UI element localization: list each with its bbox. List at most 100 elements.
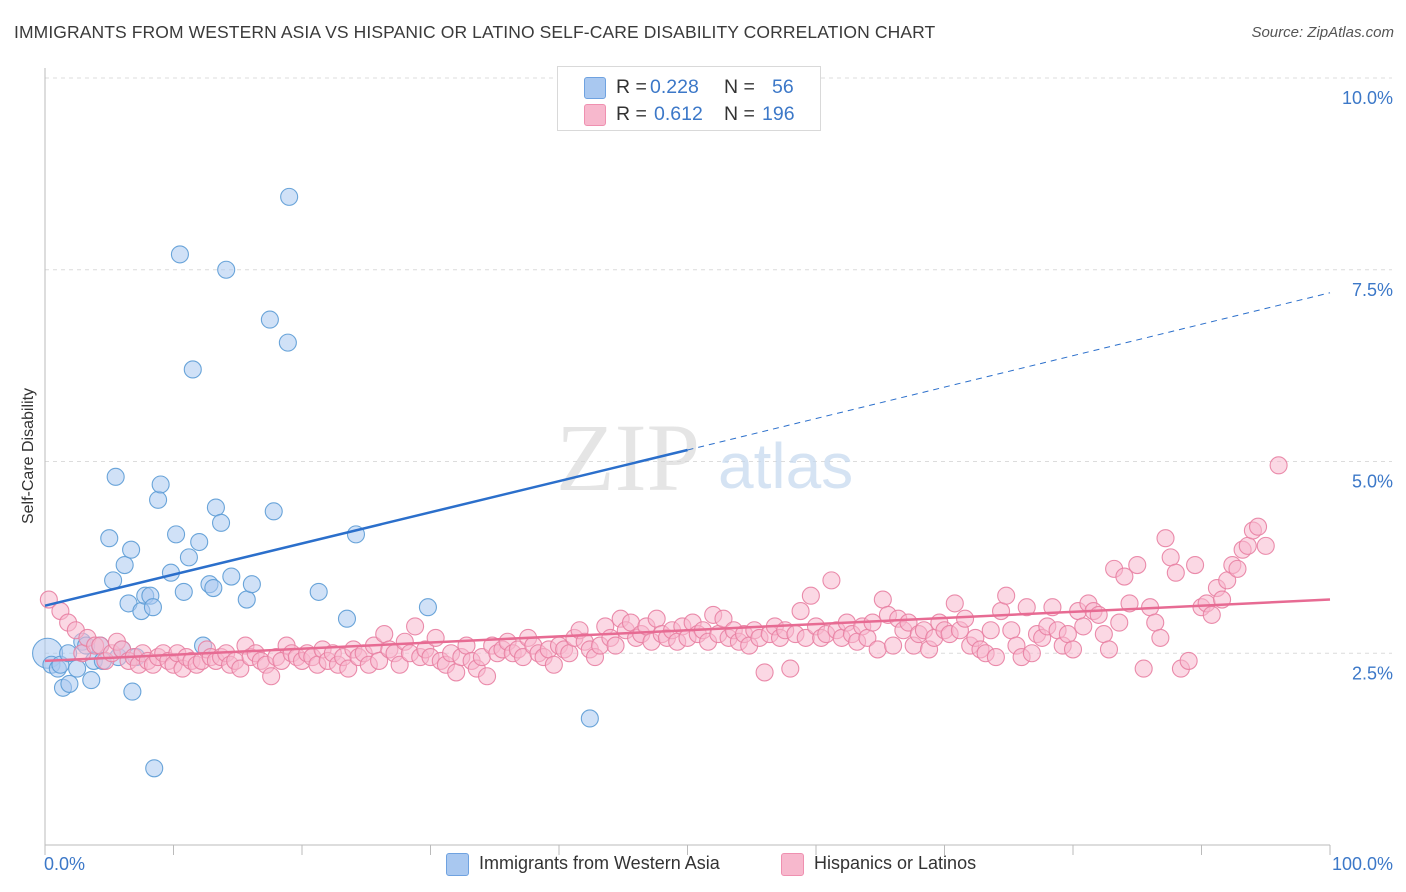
watermark: ZIP atlas bbox=[556, 404, 853, 511]
data-point bbox=[1099, 640, 1119, 659]
x-tick-labels: 0.0% 100.0% bbox=[44, 854, 1393, 874]
y-tick-label: 7.5% bbox=[1352, 280, 1393, 300]
data-point bbox=[264, 502, 283, 521]
data-point bbox=[991, 602, 1011, 621]
data-point bbox=[370, 651, 389, 670]
data-point bbox=[211, 513, 231, 532]
legend-n-value: 56 bbox=[772, 76, 794, 98]
data-point bbox=[1089, 605, 1108, 624]
trend-lines bbox=[44, 292, 1331, 663]
legend-r-label: R = bbox=[616, 103, 647, 125]
legend-swatch-hispanic bbox=[781, 853, 804, 876]
data-point bbox=[544, 655, 563, 674]
data-point bbox=[1022, 644, 1041, 663]
data-point bbox=[755, 663, 774, 682]
data-point bbox=[1063, 640, 1083, 659]
data-point bbox=[1115, 567, 1134, 586]
data-point bbox=[426, 628, 445, 647]
data-point bbox=[143, 598, 162, 617]
data-point bbox=[82, 671, 101, 690]
data-point bbox=[278, 333, 297, 352]
legend-r-value: 0.612 bbox=[654, 103, 703, 125]
legend-n-label: N = bbox=[724, 103, 755, 125]
y-tick-labels: 10.0% 7.5% 5.0% 2.5% bbox=[1342, 88, 1393, 683]
data-point bbox=[375, 625, 394, 644]
data-point bbox=[1186, 555, 1205, 575]
data-point bbox=[956, 609, 975, 628]
data-point bbox=[884, 636, 903, 655]
chart-title: IMMIGRANTS FROM WESTERN ASIA VS HISPANIC… bbox=[14, 22, 936, 42]
data-point bbox=[477, 667, 497, 686]
trend-line-hispanic bbox=[44, 598, 1331, 663]
data-point bbox=[1151, 628, 1170, 647]
data-point bbox=[337, 609, 357, 628]
data-point bbox=[106, 467, 125, 486]
data-point bbox=[122, 540, 141, 559]
data-point bbox=[222, 567, 241, 586]
data-point bbox=[1134, 659, 1153, 678]
data-point bbox=[60, 674, 79, 693]
x-tick-label: 100.0% bbox=[1332, 854, 1393, 874]
legend-label-hispanic: Hispanics or Latinos bbox=[814, 853, 977, 873]
data-point bbox=[174, 582, 193, 601]
data-point bbox=[986, 648, 1005, 667]
data-point bbox=[179, 548, 198, 567]
data-point bbox=[981, 621, 1000, 640]
data-point bbox=[418, 598, 437, 617]
data-point bbox=[714, 609, 733, 628]
data-point bbox=[104, 571, 123, 590]
data-point bbox=[1202, 605, 1221, 624]
watermark-atlas: atlas bbox=[718, 430, 853, 502]
y-axis-title: Self-Care Disability bbox=[20, 387, 37, 525]
data-point bbox=[1094, 625, 1113, 644]
data-point bbox=[262, 667, 281, 686]
data-point bbox=[647, 609, 666, 628]
data-point bbox=[1161, 548, 1180, 567]
data-point bbox=[149, 490, 168, 509]
data-point bbox=[1128, 555, 1147, 575]
data-point bbox=[100, 529, 119, 548]
legend-label-western-asia: Immigrants from Western Asia bbox=[479, 853, 720, 873]
axes bbox=[44, 68, 1331, 855]
data-point bbox=[1058, 625, 1077, 644]
data-point bbox=[1269, 456, 1288, 475]
data-point bbox=[945, 594, 964, 613]
data-point bbox=[791, 602, 810, 621]
data-point bbox=[801, 586, 820, 605]
data-point bbox=[151, 475, 170, 494]
data-point bbox=[280, 187, 299, 206]
data-point bbox=[873, 590, 892, 609]
data-point bbox=[237, 590, 256, 609]
trend-line-western-asia bbox=[44, 448, 688, 607]
data-point bbox=[406, 617, 425, 636]
x-tick-label: 0.0% bbox=[44, 854, 85, 874]
data-point bbox=[997, 586, 1016, 605]
data-point bbox=[309, 582, 328, 601]
data-point bbox=[1256, 536, 1275, 555]
data-point bbox=[1238, 536, 1257, 555]
y-tick-label: 2.5% bbox=[1352, 663, 1393, 683]
data-point bbox=[1146, 613, 1165, 632]
watermark-zip: ZIP bbox=[556, 404, 700, 511]
data-point bbox=[231, 659, 250, 678]
y-tick-label: 5.0% bbox=[1352, 472, 1393, 492]
data-point bbox=[822, 571, 841, 590]
data-point bbox=[1017, 598, 1036, 617]
legend-n-value: 196 bbox=[762, 103, 795, 125]
legend-n-label: N = bbox=[724, 76, 755, 98]
data-point bbox=[1179, 651, 1198, 670]
data-point bbox=[580, 709, 599, 728]
data-point bbox=[183, 360, 202, 379]
data-point bbox=[339, 659, 358, 678]
data-point bbox=[447, 663, 466, 682]
data-point bbox=[1248, 517, 1268, 536]
trend-extension-western-asia bbox=[687, 292, 1331, 451]
data-point bbox=[260, 310, 279, 329]
data-point bbox=[1002, 621, 1021, 640]
legend-swatch-western-asia bbox=[584, 77, 606, 99]
data-point bbox=[868, 640, 887, 659]
data-point bbox=[781, 659, 800, 678]
data-point bbox=[1166, 563, 1185, 582]
data-point bbox=[145, 759, 164, 778]
